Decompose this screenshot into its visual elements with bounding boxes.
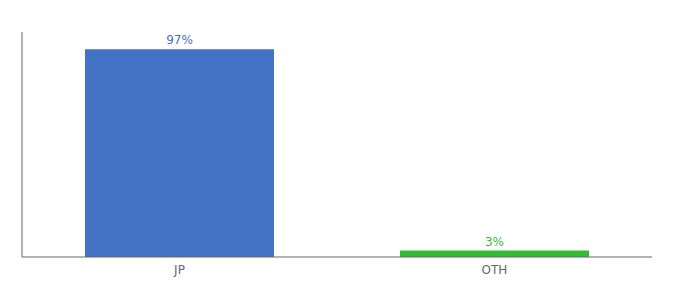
svg-text:3%: 3%: [485, 235, 504, 249]
svg-text:OTH: OTH: [482, 263, 508, 277]
svg-text:97%: 97%: [166, 33, 193, 47]
svg-text:JP: JP: [173, 263, 185, 277]
